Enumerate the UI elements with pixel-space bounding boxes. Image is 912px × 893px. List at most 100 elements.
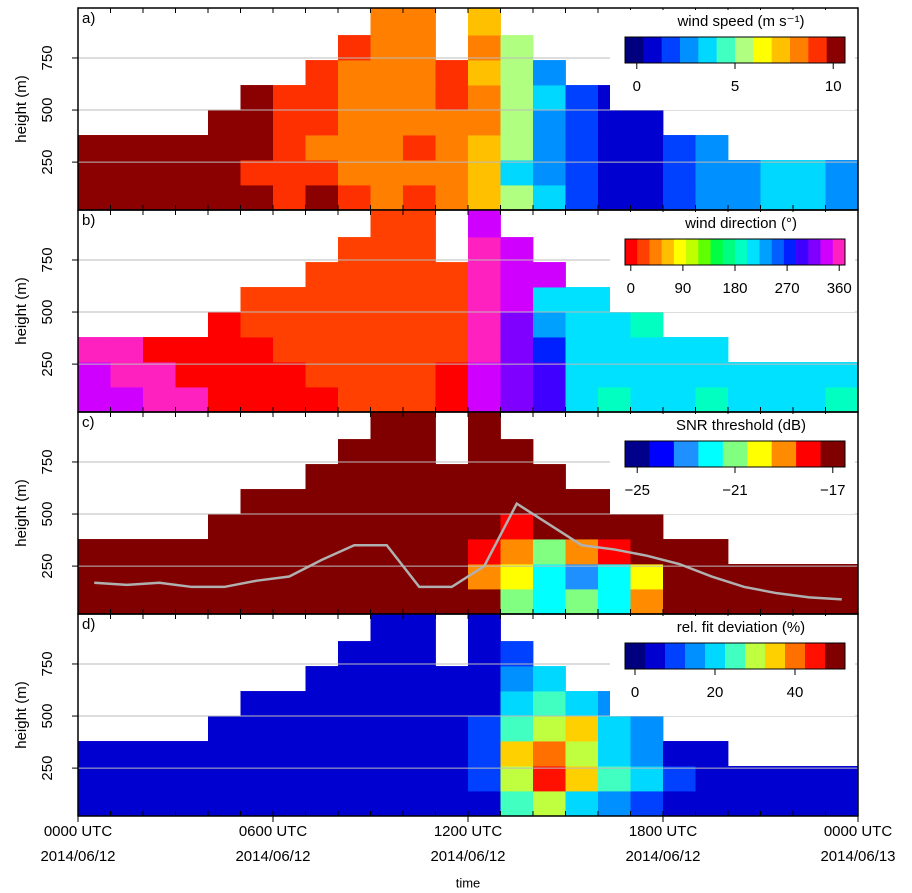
heat-cell (338, 135, 371, 161)
heat-cell (175, 160, 209, 186)
heat-cell (435, 791, 469, 817)
heat-cell (565, 589, 599, 615)
heat-cell (305, 85, 339, 111)
heat-cell (305, 791, 339, 817)
heat-cell (403, 641, 436, 667)
heat-cell (338, 716, 371, 742)
heat-cell (240, 539, 274, 565)
colorbar-swatch (673, 239, 687, 265)
heat-cell (208, 362, 241, 388)
heat-cell (435, 287, 469, 313)
colorbar-swatch (649, 441, 675, 467)
heat-cell (110, 387, 144, 413)
heat-cell (598, 110, 631, 136)
heat-cell (403, 514, 436, 540)
heat-cell (468, 641, 501, 667)
heat-cell (533, 110, 566, 136)
heat-cell (663, 589, 696, 615)
colorbar-tick-label: 10 (825, 78, 842, 95)
heat-cell (240, 160, 274, 186)
heat-cell (630, 362, 664, 388)
heat-cell (338, 464, 371, 490)
heat-cell (630, 110, 664, 136)
heat-cell (403, 464, 436, 490)
colorbar-swatch (796, 441, 821, 467)
colorbar-swatch (722, 239, 736, 265)
heat-cell (468, 412, 501, 440)
heat-cell (208, 766, 241, 792)
heat-cell (663, 741, 696, 767)
heat-cell (403, 589, 436, 615)
heat-cell (500, 160, 534, 186)
colorbar-tick-label: 360 (827, 280, 852, 297)
heat-cell (305, 387, 339, 413)
y-tick-label: 750 (39, 449, 56, 474)
heat-cell (500, 766, 534, 792)
heat-cell (240, 387, 274, 413)
heat-cell (240, 185, 274, 211)
heat-cell (500, 691, 534, 717)
heat-cell (110, 185, 144, 211)
heat-cell (565, 514, 599, 540)
heat-cell (500, 362, 534, 388)
heat-cell (435, 564, 469, 590)
heat-cell (175, 539, 209, 565)
heat-cell (468, 110, 501, 136)
x-tick-label: 2014/06/12 (625, 848, 700, 865)
heat-cell (468, 262, 501, 288)
heat-cell (110, 135, 144, 161)
heat-cell (435, 337, 469, 363)
heat-cell (78, 564, 111, 590)
heat-cell (240, 287, 274, 313)
heat-cell (663, 135, 696, 161)
heat-cell (143, 766, 176, 792)
heat-cell (565, 539, 599, 565)
heat-cell (370, 135, 404, 161)
heat-cell (143, 564, 176, 590)
heat-cell (500, 85, 534, 111)
heat-cell (403, 262, 436, 288)
heat-cell (598, 589, 631, 615)
heat-cell (695, 539, 729, 565)
heat-cell (500, 35, 534, 61)
heat-cell (273, 312, 306, 338)
heat-cell (500, 716, 534, 742)
colorbar-tick-label: 180 (722, 280, 747, 297)
heat-cell (695, 135, 729, 161)
heat-cell (598, 312, 631, 338)
heat-cell (370, 666, 404, 692)
heat-cell (240, 589, 274, 615)
heat-cell (338, 35, 371, 61)
heat-cell (500, 337, 534, 363)
colorbar-swatch (625, 239, 638, 265)
heat-cell (403, 287, 436, 313)
heat-cell (338, 741, 371, 767)
heat-cell (403, 60, 436, 86)
heat-cell (435, 185, 469, 211)
colorbar-swatch (725, 643, 746, 669)
heat-cell (533, 791, 566, 817)
heat-cell (500, 741, 534, 767)
heat-cell (143, 337, 176, 363)
heat-cell (240, 362, 274, 388)
heat-cell (403, 614, 436, 642)
heat-cell (663, 766, 696, 792)
colorbar-swatch (716, 37, 736, 63)
heat-cell (793, 589, 826, 615)
heat-cell (175, 387, 209, 413)
heat-cell (435, 60, 469, 86)
colorbar-tick-label: 0 (633, 78, 641, 95)
heat-cell (663, 160, 696, 186)
heat-cell (435, 741, 469, 767)
heat-cell (370, 287, 404, 313)
heat-cell (240, 489, 274, 515)
heat-cell (533, 60, 566, 86)
heat-cell (338, 60, 371, 86)
heat-cell (468, 489, 501, 515)
x-tick-label: 0000 UTC (44, 823, 113, 840)
heat-cell (728, 160, 761, 186)
heat-cell (630, 589, 664, 615)
heat-cell (273, 514, 306, 540)
heat-cell (403, 766, 436, 792)
colorbar-swatch (686, 239, 699, 265)
